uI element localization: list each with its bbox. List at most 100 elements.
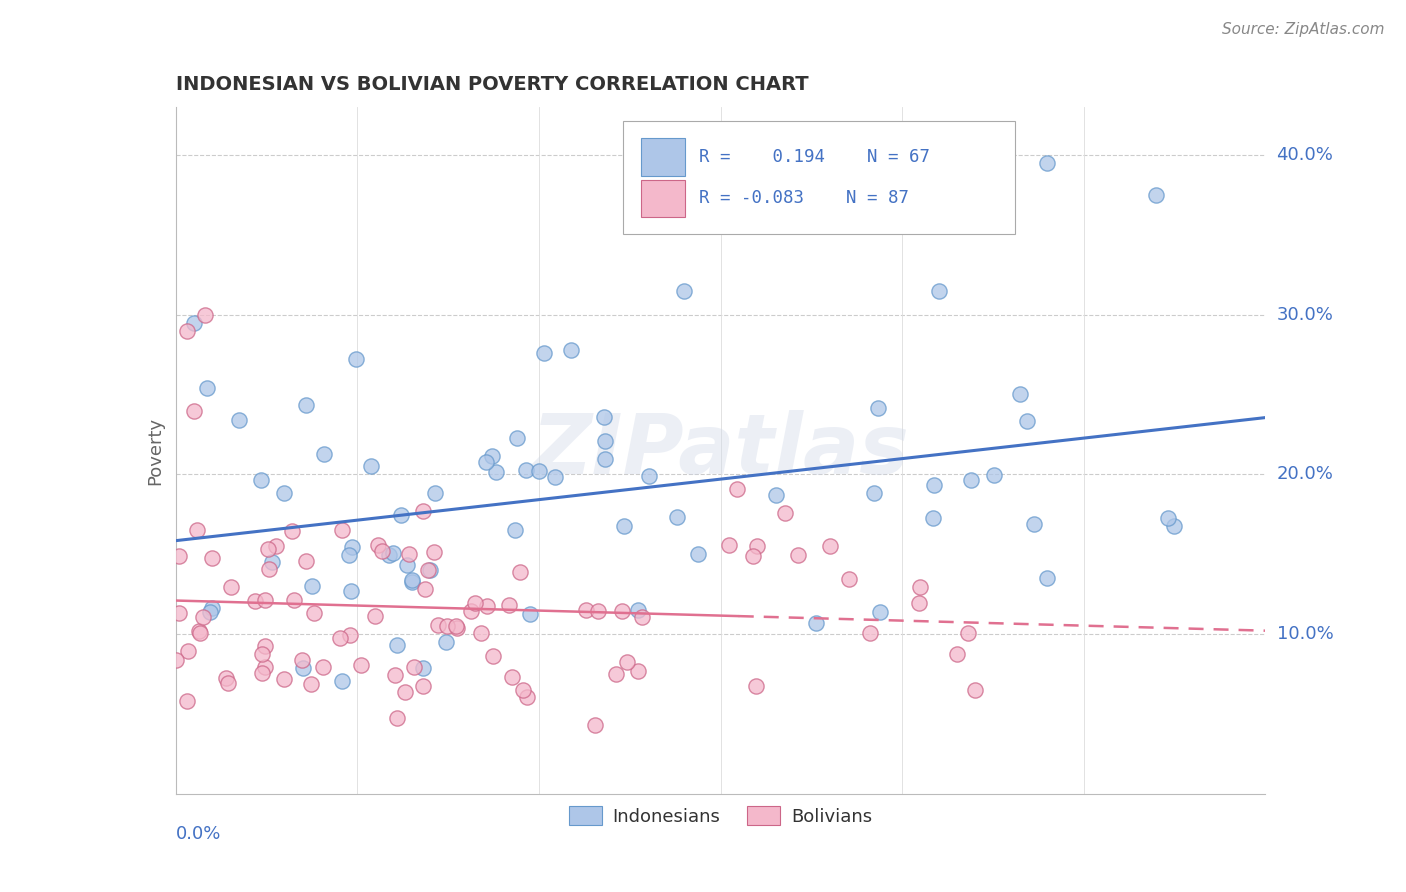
Point	[340, 540, 363, 554]
Point	[460, 604, 482, 618]
Point	[515, 690, 537, 705]
Point	[167, 606, 190, 620]
Point	[436, 619, 458, 633]
Point	[217, 675, 239, 690]
Point	[616, 655, 638, 669]
Text: 40.0%: 40.0%	[1277, 146, 1333, 164]
Point	[350, 657, 373, 672]
Point	[506, 431, 529, 445]
Point	[398, 547, 420, 561]
Text: ZIPatlas: ZIPatlas	[531, 410, 910, 491]
Point	[243, 594, 266, 608]
Point	[637, 469, 659, 483]
Point	[344, 351, 367, 366]
FancyBboxPatch shape	[623, 120, 1015, 234]
Point	[519, 607, 541, 621]
Point	[482, 648, 505, 663]
Point	[339, 584, 361, 599]
Point	[201, 550, 224, 565]
Point	[464, 596, 486, 610]
Point	[256, 541, 278, 556]
Point	[527, 464, 550, 478]
Point	[533, 346, 555, 360]
Point	[446, 618, 468, 632]
Point	[283, 593, 305, 607]
Point	[1036, 571, 1059, 585]
Point	[665, 510, 688, 524]
Y-axis label: Poverty: Poverty	[146, 417, 165, 484]
Point	[631, 610, 654, 624]
Point	[418, 563, 440, 577]
Legend: Indonesians, Bolivians: Indonesians, Bolivians	[562, 799, 879, 833]
Point	[427, 618, 450, 632]
Point	[612, 604, 634, 618]
Point	[291, 653, 314, 667]
Point	[312, 447, 335, 461]
Point	[423, 545, 446, 559]
Point	[291, 661, 314, 675]
Point	[745, 539, 768, 553]
Point	[910, 580, 932, 594]
Point	[201, 601, 224, 615]
Point	[281, 524, 304, 538]
Point	[389, 508, 412, 522]
Point	[312, 659, 335, 673]
Point	[1146, 187, 1168, 202]
Point	[404, 660, 426, 674]
Point	[718, 538, 741, 552]
Point	[957, 626, 980, 640]
Point	[337, 548, 360, 562]
Point	[190, 626, 212, 640]
Point	[818, 539, 841, 553]
Point	[928, 284, 950, 298]
Point	[412, 679, 434, 693]
Point	[195, 381, 218, 395]
Point	[253, 660, 276, 674]
Point	[396, 558, 419, 572]
Text: 20.0%: 20.0%	[1277, 466, 1333, 483]
Point	[512, 683, 534, 698]
Point	[188, 624, 211, 639]
Point	[219, 580, 242, 594]
Point	[419, 563, 441, 577]
Point	[509, 565, 531, 579]
Point	[194, 308, 217, 322]
Point	[183, 316, 205, 330]
Point	[295, 398, 318, 412]
Point	[1157, 511, 1180, 525]
Point	[254, 639, 277, 653]
Point	[301, 579, 323, 593]
Point	[186, 523, 208, 537]
Point	[505, 523, 527, 537]
Point	[266, 539, 288, 553]
Point	[183, 403, 205, 417]
Point	[501, 670, 523, 684]
Point	[339, 628, 361, 642]
Point	[330, 523, 353, 537]
Point	[394, 685, 416, 699]
Point	[332, 674, 354, 689]
Point	[1024, 517, 1046, 532]
Point	[588, 604, 610, 618]
Point	[329, 631, 352, 645]
Point	[381, 546, 404, 560]
Point	[176, 324, 198, 338]
Point	[946, 647, 969, 661]
Point	[515, 463, 537, 477]
Point	[167, 549, 190, 563]
Point	[592, 410, 614, 425]
Point	[470, 625, 492, 640]
Point	[198, 605, 221, 619]
Point	[262, 555, 284, 569]
Point	[412, 504, 434, 518]
Point	[1017, 415, 1039, 429]
Point	[215, 671, 238, 685]
Point	[413, 582, 436, 596]
Point	[257, 562, 280, 576]
Point	[401, 573, 423, 587]
Point	[228, 413, 250, 427]
Point	[485, 466, 508, 480]
Point	[765, 488, 787, 502]
Point	[688, 547, 710, 561]
Point	[626, 602, 648, 616]
